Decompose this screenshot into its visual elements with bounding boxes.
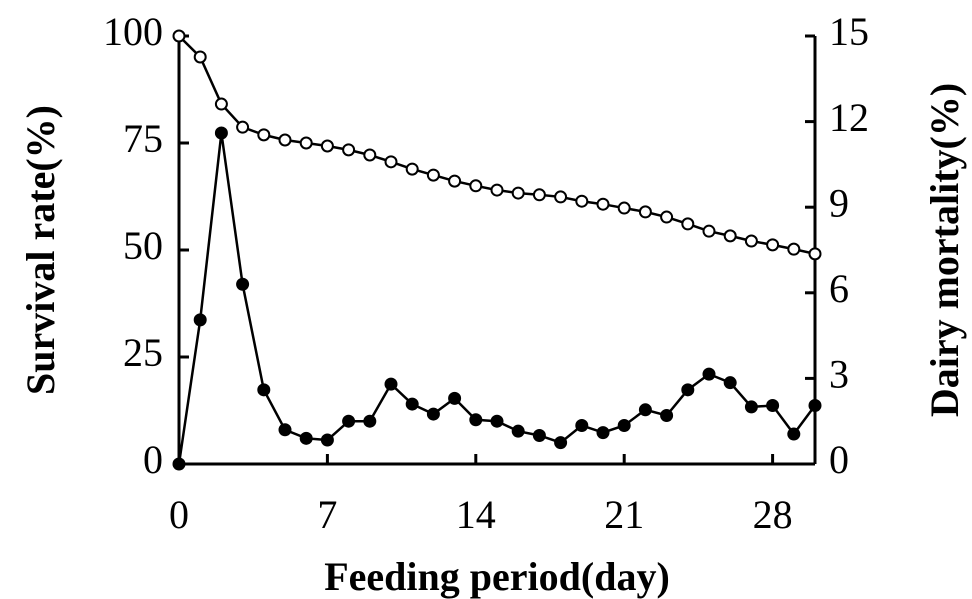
data-point	[278, 133, 292, 147]
data-point	[554, 436, 568, 450]
data-point	[575, 418, 589, 432]
data-point	[426, 168, 440, 182]
data-point	[342, 414, 356, 428]
data-point	[214, 97, 228, 111]
data-point	[469, 413, 483, 427]
data-point	[575, 194, 589, 208]
x-tick-label: 0	[169, 492, 189, 537]
y2-tick-label: 9	[829, 180, 849, 225]
data-point	[638, 205, 652, 219]
data-point	[660, 210, 674, 224]
data-point	[299, 136, 313, 150]
x-tick-label: 21	[604, 492, 644, 537]
data-point	[723, 229, 737, 243]
x-tick-label: 14	[456, 492, 496, 537]
data-point	[787, 242, 801, 256]
data-point	[193, 50, 207, 64]
data-point	[363, 414, 377, 428]
y2-tick-label: 12	[829, 95, 869, 140]
data-point	[532, 428, 546, 442]
data-point	[808, 399, 822, 413]
data-point	[638, 403, 652, 417]
data-point	[257, 383, 271, 397]
y2-tick-label: 3	[829, 352, 849, 397]
y2-axis-title: Dairy mortality(%)	[922, 83, 967, 417]
data-point	[744, 400, 758, 414]
data-point	[236, 120, 250, 134]
data-point	[299, 431, 313, 445]
y-axis-title: Survival rate(%)	[18, 105, 63, 395]
data-point	[787, 427, 801, 441]
data-point	[278, 423, 292, 437]
series-line	[178, 35, 816, 256]
data-point	[511, 186, 525, 200]
data-point	[744, 234, 758, 248]
data-point	[448, 391, 462, 405]
y-tick-label: 75	[123, 116, 163, 161]
y2-tick-label: 6	[829, 266, 849, 311]
data-point	[554, 190, 568, 204]
data-point	[596, 426, 610, 440]
data-point	[342, 143, 356, 157]
data-point	[532, 188, 546, 202]
y2-tick-label: 0	[829, 437, 849, 482]
x-tick-label: 28	[753, 492, 793, 537]
y-tick-label: 100	[103, 9, 163, 54]
data-point	[193, 313, 207, 327]
data-point	[236, 277, 250, 291]
data-point	[384, 377, 398, 391]
data-point	[617, 201, 631, 215]
data-point	[426, 407, 440, 421]
data-point	[681, 217, 695, 231]
x-axis-title: Feeding period(day)	[324, 554, 670, 599]
data-point	[490, 183, 504, 197]
data-point	[702, 367, 716, 381]
data-point	[172, 457, 186, 471]
y-tick-label: 50	[123, 223, 163, 268]
data-point	[405, 162, 419, 176]
data-point	[660, 408, 674, 422]
data-point	[681, 383, 695, 397]
data-point	[257, 128, 271, 142]
data-point	[214, 126, 228, 140]
y-tick-label: 25	[123, 330, 163, 375]
data-point	[702, 224, 716, 238]
data-point	[490, 414, 504, 428]
series-line	[177, 132, 817, 465]
data-point	[448, 174, 462, 188]
x-tick-label: 7	[317, 492, 337, 537]
y-tick-label: 0	[143, 437, 163, 482]
data-point	[469, 179, 483, 193]
data-point	[320, 139, 334, 153]
data-point	[511, 424, 525, 438]
data-point	[596, 197, 610, 211]
y2-tick-label: 15	[829, 9, 869, 54]
data-point	[363, 148, 377, 162]
data-point	[172, 29, 186, 43]
data-point	[384, 155, 398, 169]
data-point	[808, 247, 822, 261]
data-point	[766, 399, 780, 413]
data-point	[320, 433, 334, 447]
data-point	[766, 238, 780, 252]
data-point	[723, 376, 737, 390]
data-point	[405, 397, 419, 411]
data-point	[617, 418, 631, 432]
